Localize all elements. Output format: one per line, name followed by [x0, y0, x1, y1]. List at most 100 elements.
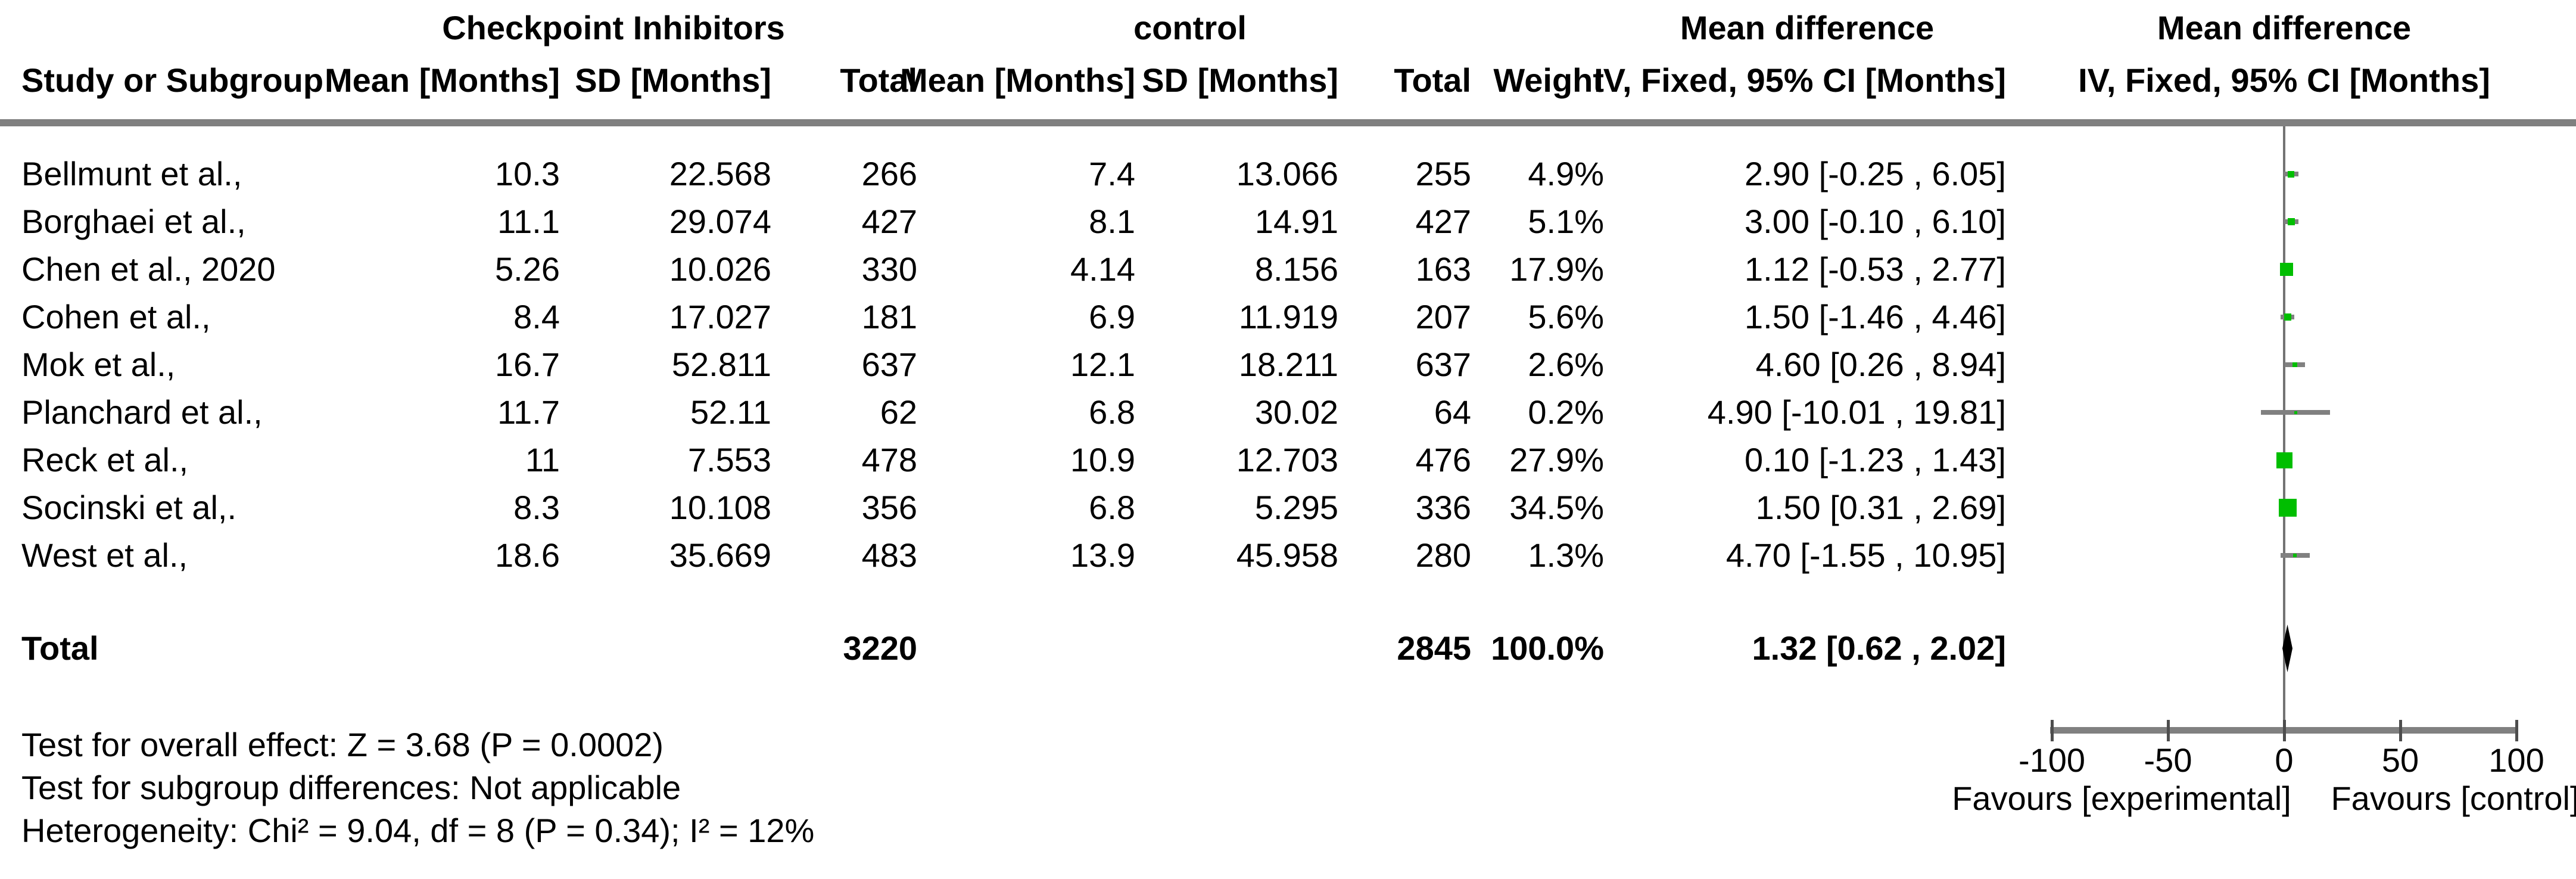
table-row: Planchard et al., 11.7 52.11 62 6.8 30.02 64 0.…	[0, 389, 2576, 436]
table-row: Socinski et al,. 8.3 10.108 356 6.8 5.295 336 3…	[0, 484, 2576, 532]
cell-ctrl-sd: 12.703	[1236, 441, 1338, 479]
cell-exp-total: 478	[861, 441, 917, 479]
cell-exp-mean: 11	[525, 441, 560, 479]
cell-exp-sd: 10.108	[669, 489, 771, 526]
cell-weight: 17.9%	[1509, 250, 1604, 288]
cell-ctrl-sd: 11.919	[1238, 298, 1338, 336]
cell-name: Cohen et al.,	[21, 298, 211, 336]
axis-tick	[2167, 720, 2170, 741]
cell-exp-sd: 7.553	[687, 441, 771, 479]
table-row: Cohen et al., 8.4 17.027 181 6.9 11.919 207 5.6…	[0, 293, 2576, 341]
cell-weight: 0.2%	[1528, 393, 1604, 431]
cell-ctrl-mean: 6.8	[1089, 393, 1135, 431]
cell-ctrl-mean: 12.1	[1070, 346, 1135, 383]
col-header-weight: Weight	[1493, 61, 1604, 99]
cell-ci-text: 1.32 [0.62 , 2.02]	[1752, 629, 2006, 667]
cell-name: Planchard et al.,	[21, 393, 263, 431]
cell-ci-text: 3.00 [-0.10 , 6.10]	[1745, 203, 2006, 240]
cell-exp-mean: 8.3	[513, 489, 560, 526]
cell-exp-total: 637	[861, 346, 917, 383]
cell-exp-total: 356	[861, 489, 917, 526]
table-row: West et al., 18.6 35.669 483 13.9 45.958 280 1.…	[0, 532, 2576, 579]
total-row: Total 3220 2845 100.0% 1.32 [0.62 , 2.02]	[0, 625, 2576, 672]
cell-ctrl-total: 207	[1415, 298, 1471, 336]
effect-marker	[2294, 411, 2297, 414]
cell-name: Borghaei et al.,	[21, 203, 246, 240]
cell-ci-text: 0.10 [-1.23 , 1.43]	[1745, 441, 2006, 479]
cell-exp-sd: 22.568	[669, 155, 771, 192]
cell-name: Reck et al.,	[21, 441, 189, 479]
cell-ci-text: 4.60 [0.26 , 8.94]	[1755, 346, 2006, 383]
cell-ctrl-total: 255	[1415, 155, 1471, 192]
overall-effect-test-text: Test for overall effect: Z = 3.68 (P = 0…	[21, 726, 664, 763]
cell-exp-mean: 5.26	[495, 250, 560, 288]
col-header-ctrl-sd: SD [Months]	[1142, 61, 1338, 99]
cell-weight: 27.9%	[1509, 441, 1604, 479]
axis-tick-label: -50	[2144, 741, 2192, 779]
cell-name: Socinski et al,.	[21, 489, 237, 526]
zero-effect-line	[2283, 126, 2285, 734]
effect-marker	[2280, 263, 2294, 276]
cell-exp-sd: 10.026	[669, 250, 771, 288]
heterogeneity-text: Heterogeneity: Chi² = 9.04, df = 8 (P = …	[21, 812, 815, 849]
cell-ci-text: 4.70 [-1.55 , 10.95]	[1725, 536, 2006, 574]
cell-ctrl-sd: 13.066	[1236, 155, 1338, 192]
cell-ctrl-sd: 30.02	[1254, 393, 1338, 431]
favours-right-label: Favours [control]	[2331, 779, 2576, 817]
cell-exp-mean: 11.7	[497, 393, 560, 431]
cell-ctrl-sd: 5.295	[1254, 489, 1338, 526]
cell-ctrl-total: 64	[1434, 393, 1471, 431]
cell-ctrl-total: 336	[1415, 489, 1471, 526]
col-header-ctrl-mean: Mean [Months]	[899, 61, 1135, 99]
header-mean-difference-plot: Mean difference	[2157, 9, 2412, 46]
table-row: Chen et al., 2020 5.26 10.026 330 4.14 8.156 1…	[0, 246, 2576, 293]
cell-ci-text: 1.50 [-1.46 , 4.46]	[1745, 298, 2006, 336]
cell-ctrl-total: 163	[1415, 250, 1471, 288]
axis-tick	[2515, 720, 2518, 741]
cell-ci-text: 2.90 [-0.25 , 6.05]	[1745, 155, 2006, 192]
axis-tick-label: -100	[2018, 741, 2086, 779]
group-header-control: control	[1133, 9, 1247, 46]
cell-ctrl-sd: 14.91	[1254, 203, 1338, 240]
cell-weight: 1.3%	[1528, 536, 1604, 574]
cell-exp-mean: 8.4	[513, 298, 560, 336]
group-header-experimental: Checkpoint Inhibitors	[442, 9, 785, 46]
cell-exp-total: 62	[880, 393, 917, 431]
cell-exp-sd: 17.027	[669, 298, 771, 336]
axis-tick	[2283, 720, 2286, 741]
col-header-ctrl-total: Total	[1394, 61, 1471, 99]
cell-exp-total: 266	[861, 155, 917, 192]
cell-exp-sd: 52.11	[690, 393, 771, 431]
effect-marker	[2287, 218, 2295, 225]
cell-ctrl-mean: 4.14	[1070, 250, 1135, 288]
cell-exp-total: 330	[861, 250, 917, 288]
cell-ctrl-mean: 6.9	[1089, 298, 1135, 336]
cell-weight: 5.6%	[1528, 298, 1604, 336]
cell-name: Mok et al.,	[21, 346, 176, 383]
effect-marker	[2292, 362, 2297, 367]
cell-ctrl-sd: 8.156	[1254, 250, 1338, 288]
header-mean-difference-text: Mean difference	[1680, 9, 1935, 46]
axis-tick-label: 50	[2381, 741, 2419, 779]
cell-weight: 2.6%	[1528, 346, 1604, 383]
axis-tick	[2051, 720, 2054, 741]
cell-ctrl-mean: 8.1	[1089, 203, 1135, 240]
cell-ci-text: 1.50 [0.31 , 2.69]	[1755, 489, 2006, 526]
favours-left-label: Favours [experimental]	[1952, 779, 2291, 817]
col-header-exp-sd: SD [Months]	[575, 61, 771, 99]
cell-ctrl-mean: 10.9	[1070, 441, 1135, 479]
cell-ctrl-total: 280	[1415, 536, 1471, 574]
cell-ctrl-total: 427	[1415, 203, 1471, 240]
cell-exp-sd: 52.811	[671, 346, 771, 383]
cell-exp-sd: 35.669	[669, 536, 771, 574]
col-header-exp-total: Total	[840, 61, 917, 99]
cell-ctrl-total: 637	[1415, 346, 1471, 383]
cell-weight: 100.0%	[1491, 629, 1604, 667]
effect-marker	[2293, 554, 2297, 557]
col-header-ci-text: IV, Fixed, 95% CI [Months]	[1594, 61, 2006, 99]
col-header-study: Study or Subgroup	[21, 61, 324, 99]
effect-marker	[2284, 313, 2291, 321]
effect-marker	[2278, 499, 2297, 517]
cell-weight: 34.5%	[1509, 489, 1604, 526]
